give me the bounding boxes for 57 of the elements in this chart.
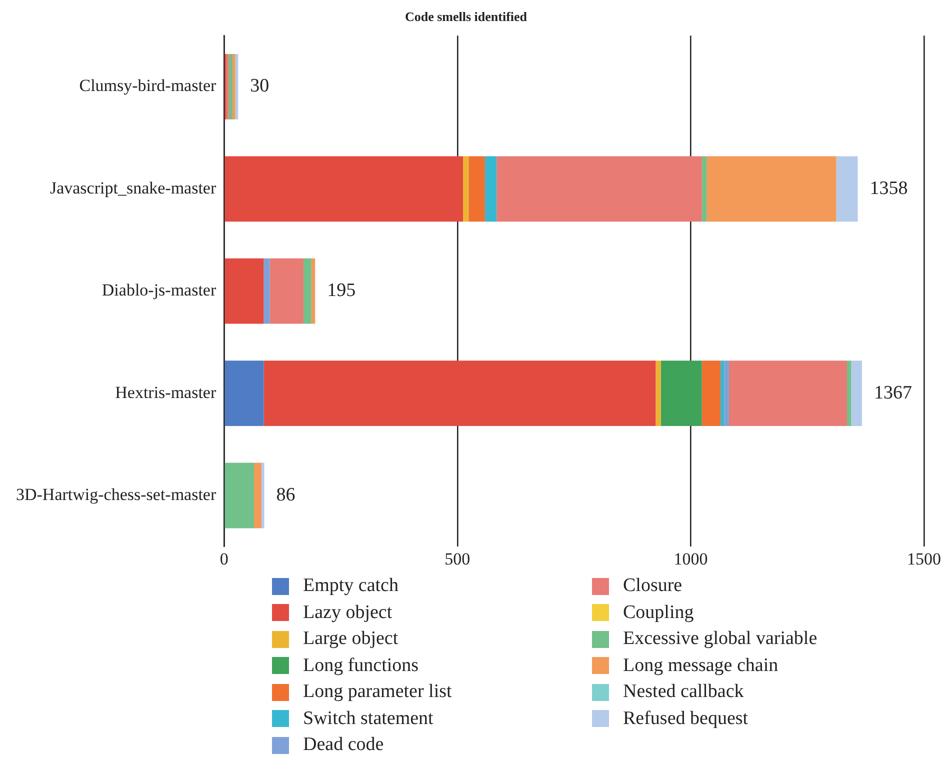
x-tick-label: 500 xyxy=(444,549,470,568)
bar xyxy=(224,462,254,528)
x-tick-label: 1000 xyxy=(674,549,708,568)
bar xyxy=(232,54,236,120)
bar xyxy=(270,258,304,324)
bar xyxy=(484,156,497,222)
bar xyxy=(311,258,316,324)
y-tick-label: Diablo-js-master xyxy=(102,280,216,300)
bar xyxy=(254,462,262,528)
legend-label: Closure xyxy=(623,575,682,598)
bar xyxy=(702,360,721,426)
bar xyxy=(847,360,852,426)
legend-label: Excessive global variable xyxy=(623,628,818,650)
y-tick-label: Hextris-master xyxy=(115,382,216,402)
total-label: 1358 xyxy=(870,178,908,199)
legend-label: Empty catch xyxy=(303,575,398,598)
bar xyxy=(656,360,661,426)
legend-label: Nested callback xyxy=(623,681,744,704)
legend-label: Refused bequest xyxy=(623,708,748,730)
total-label: 86 xyxy=(276,484,296,506)
x-tick-label: 0 xyxy=(220,549,228,568)
bar xyxy=(303,258,312,324)
total-label: 30 xyxy=(250,76,270,97)
bar xyxy=(702,156,707,222)
bar xyxy=(228,54,233,120)
bar xyxy=(724,360,729,426)
bar xyxy=(660,360,702,426)
bar xyxy=(463,156,469,222)
bar xyxy=(496,156,702,222)
bar xyxy=(224,156,464,222)
bar xyxy=(851,360,862,426)
y-tick-label: Clumsy-bird-master xyxy=(79,76,216,96)
total-label: 1367 xyxy=(874,382,912,404)
chart-title: Code smells identified xyxy=(404,9,528,24)
bar xyxy=(728,360,848,426)
legend-label: Switch statement xyxy=(303,708,434,730)
legend-label: Lazy object xyxy=(303,602,392,624)
bar xyxy=(261,462,264,528)
x-tick-label: 1500 xyxy=(907,549,941,568)
legend-label: Dead code xyxy=(303,734,384,756)
bar xyxy=(224,360,264,426)
total-label: 195 xyxy=(327,280,356,302)
legend-label: Long message chain xyxy=(623,654,778,677)
y-tick-label: 3D-Hartwig-chess-set-master xyxy=(16,484,216,504)
bar xyxy=(836,156,858,222)
bar xyxy=(264,360,656,426)
legend-label: Long parameter list xyxy=(303,681,452,704)
bar xyxy=(224,258,264,324)
bar xyxy=(264,258,270,324)
bar xyxy=(706,156,836,222)
y-tick-label: Javascript_snake-master xyxy=(50,178,216,198)
legend-label: Long functions xyxy=(303,654,419,677)
bar xyxy=(468,156,485,222)
bar xyxy=(720,360,724,426)
legend-label: Large object xyxy=(303,628,398,650)
legend-label: Coupling xyxy=(623,602,694,624)
bar xyxy=(226,54,229,120)
